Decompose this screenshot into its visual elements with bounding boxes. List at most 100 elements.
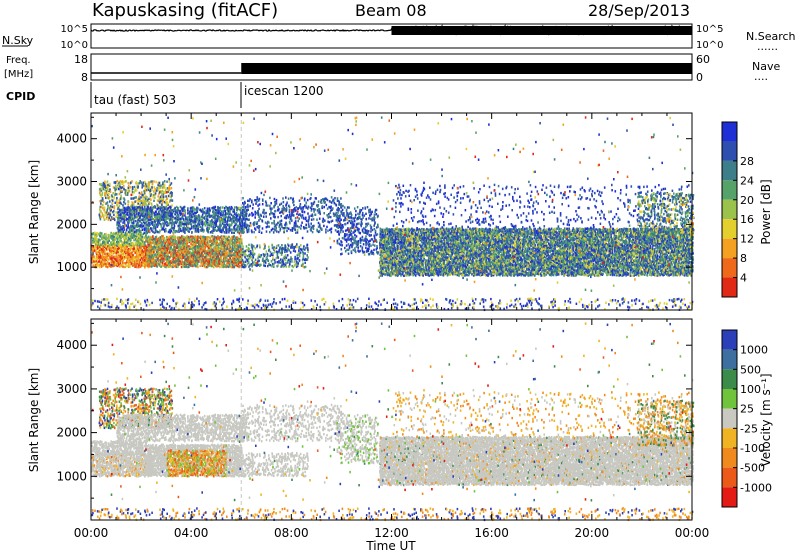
power-cell — [121, 197, 123, 199]
power-cell — [259, 244, 261, 246]
power-cell — [214, 216, 216, 218]
power-cell — [226, 223, 228, 225]
power-cell — [102, 204, 104, 206]
power-cell — [201, 236, 203, 238]
power-cell — [159, 182, 161, 184]
power-cell — [199, 245, 201, 247]
power-cell — [101, 200, 103, 202]
power-cell — [200, 226, 202, 228]
power-cell — [106, 211, 108, 213]
power-cell — [180, 210, 182, 212]
power-cell — [123, 261, 125, 263]
power-cell — [102, 212, 104, 214]
power-cell — [278, 244, 280, 246]
power-cell — [188, 231, 190, 233]
power-cell — [239, 222, 241, 224]
power-cell — [129, 256, 131, 258]
power-cell — [198, 215, 200, 217]
power-cell — [253, 256, 255, 258]
power-cell — [101, 246, 103, 248]
power-cell — [99, 242, 101, 244]
power-cell — [150, 199, 152, 201]
power-cell — [169, 188, 171, 190]
power-cell — [278, 260, 280, 262]
power-cell — [222, 206, 224, 208]
power-cell — [174, 207, 176, 209]
power-cell — [205, 258, 207, 260]
power-cell — [224, 263, 226, 265]
power-cell — [109, 217, 111, 219]
power-cell — [157, 204, 159, 206]
power-cell — [171, 194, 173, 196]
power-cell — [117, 180, 119, 182]
power-cell — [101, 232, 103, 234]
power-cell — [134, 197, 136, 199]
power-cell — [154, 188, 156, 190]
power-cell — [187, 248, 189, 250]
power-cell — [181, 237, 183, 239]
power-cell — [180, 260, 182, 262]
power-cell — [240, 246, 242, 248]
power-cell — [199, 265, 201, 267]
power-cell — [175, 258, 177, 260]
power-cell — [174, 217, 176, 219]
power-cell — [236, 212, 238, 214]
power-cell — [120, 216, 122, 218]
power-cell — [220, 206, 222, 208]
power-cell — [240, 230, 242, 232]
power-cell — [229, 210, 231, 212]
power-cell — [100, 194, 102, 196]
power-cell — [169, 206, 171, 208]
nave-dots: .... — [754, 70, 768, 83]
power-cell — [104, 253, 106, 255]
power-cell — [134, 231, 136, 233]
power-cell — [184, 214, 186, 216]
power-cell — [130, 243, 132, 245]
power-cell — [111, 244, 113, 246]
power-cell — [108, 262, 110, 264]
power-cell — [212, 221, 214, 223]
power-cell — [120, 186, 122, 188]
power-cell — [186, 240, 188, 242]
nsky-left-tick-bottom: 10^0 — [61, 40, 88, 51]
power-cell — [107, 201, 109, 203]
power-cell — [191, 227, 193, 229]
power-cell — [220, 259, 222, 261]
power-cell — [216, 246, 218, 248]
power-cell — [137, 185, 139, 187]
power-cell — [130, 197, 132, 199]
power-cell — [118, 214, 120, 216]
power-cell — [171, 182, 173, 184]
power-cell — [105, 197, 107, 199]
power-cell — [136, 206, 138, 208]
power-cell — [225, 226, 227, 228]
power-cell — [233, 209, 235, 211]
power-cell — [164, 254, 166, 256]
power-cell — [160, 196, 162, 198]
power-cell — [99, 183, 101, 185]
power-cell — [127, 235, 129, 237]
power-cell — [221, 256, 223, 258]
power-cell — [115, 263, 117, 265]
power-cell — [103, 244, 105, 246]
power-cell — [178, 231, 180, 233]
date-title: 28/Sep/2013 — [588, 1, 690, 20]
power-cell — [221, 210, 223, 212]
power-cell — [174, 236, 176, 238]
power-cell — [190, 235, 192, 237]
power-cell — [220, 222, 222, 224]
power-cell — [149, 181, 151, 183]
power-cell — [202, 254, 204, 256]
power-cell — [129, 216, 131, 218]
power-cell — [105, 233, 107, 235]
power-cell — [113, 214, 115, 216]
power-cell — [240, 255, 242, 257]
power-cell — [254, 261, 256, 263]
station-title: Kapuskasing (fitACF) — [92, 0, 278, 21]
power-cell — [125, 266, 127, 268]
power-cell — [126, 229, 128, 231]
power-cell — [94, 232, 96, 234]
freq-left-tick-bottom: 8 — [81, 71, 88, 84]
power-cell — [138, 196, 140, 198]
